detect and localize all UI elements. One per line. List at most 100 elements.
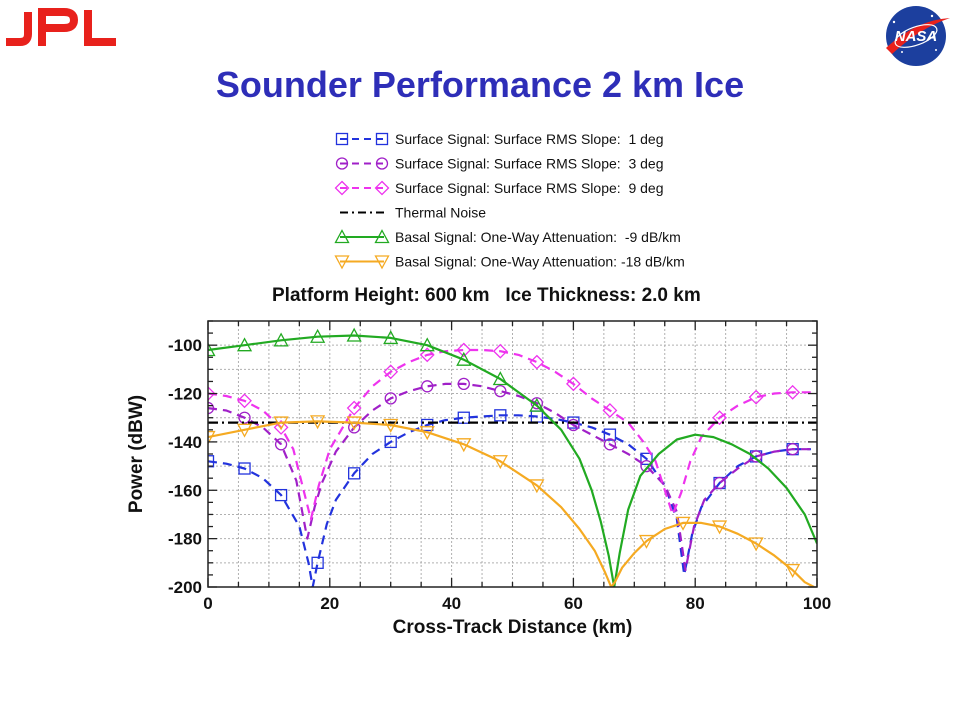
marker-square [348, 467, 361, 480]
marker-circle [421, 380, 434, 393]
marker-triangle-down [785, 563, 801, 578]
marker-triangle-down [334, 255, 350, 270]
marker-triangle-down [273, 416, 289, 431]
marker-diamond [237, 393, 252, 409]
legend-item-5: Basal Signal: One-Way Attenuation: -9 dB… [334, 229, 681, 245]
series-line [208, 348, 811, 521]
series-line [208, 334, 817, 587]
marker-triangle-up [334, 229, 350, 244]
legend-item-6: Basal Signal: One-Way Attenuation: -18 d… [334, 254, 685, 270]
marker-square [384, 435, 397, 449]
marker-circle [494, 384, 507, 398]
y-tick-label: -200 [168, 578, 202, 597]
marker-circle [375, 157, 389, 170]
marker-circle [713, 476, 726, 490]
ticks: 0 20 40 60 80 100 -100 -120 -140 -160 -180 -200 [168, 320, 831, 613]
marker-circle [238, 411, 251, 424]
legend-item-4: Thermal Noise [340, 205, 486, 221]
marker-diamond [565, 376, 581, 392]
x-axis-title: Cross-Track Distance (km) [393, 617, 633, 638]
marker-triangle-down [208, 430, 216, 445]
legend-label: Surface Signal: Surface RMS Slope: 3 deg [395, 156, 663, 172]
legend-label: Surface Signal: Surface RMS Slope: 9 deg [395, 180, 663, 196]
marker-diamond [529, 354, 545, 370]
marker-triangle-down [638, 534, 655, 549]
marker-triangle-up [456, 351, 472, 366]
series-2 [208, 377, 811, 572]
x-tick-label: 60 [564, 594, 583, 613]
x-tick-label: 40 [442, 594, 461, 613]
y-axis-title: Power (dBW) [126, 395, 147, 513]
legend-label: Surface Signal: Surface RMS Slope: 1 deg [395, 131, 663, 147]
marker-triangle-down [492, 455, 508, 470]
marker-diamond [208, 386, 216, 401]
marker-diamond [383, 364, 399, 380]
marker-circle [208, 401, 215, 415]
marker-triangle-up [383, 330, 399, 345]
marker-triangle-down [748, 537, 764, 552]
series-line [208, 414, 811, 587]
marker-diamond [273, 419, 289, 435]
marker-circle [603, 438, 617, 451]
marker-square [603, 428, 617, 441]
marker-circle [530, 397, 544, 410]
marker-circle [335, 157, 349, 170]
marker-triangle-up [273, 332, 289, 347]
legend-label: Basal Signal: One-Way Attenuation: -18 d… [395, 254, 685, 270]
marker-circle [384, 392, 397, 405]
marker-square [238, 462, 251, 475]
legend: Surface Signal: Surface RMS Slope: 1 deg… [334, 131, 685, 270]
marker-diamond [748, 389, 764, 405]
y-tick-label: -100 [168, 336, 202, 355]
grid [207, 320, 818, 588]
svg-text:NASA: NASA [895, 28, 938, 45]
chart-subtitle: Platform Height: 600 km Ice Thickness: 2… [272, 285, 701, 306]
series-line [208, 382, 811, 572]
nasa-logo: NASA [886, 6, 950, 66]
series-line [208, 420, 815, 587]
marker-diamond [374, 180, 390, 196]
legend-item-3: Surface Signal: Surface RMS Slope: 9 deg [334, 180, 663, 196]
marker-square [375, 132, 389, 146]
series-3 [208, 342, 811, 521]
marker-circle [274, 438, 288, 451]
marker-triangle-up [529, 397, 545, 412]
marker-triangle-down [383, 418, 399, 433]
marker-diamond [334, 180, 350, 196]
marker-diamond [346, 400, 362, 416]
y-tick-label: -160 [168, 481, 202, 500]
marker-circle [749, 450, 763, 463]
y-tick-label: -140 [168, 433, 202, 452]
marker-triangle-down [529, 479, 545, 494]
marker-triangle-down [456, 438, 472, 453]
marker-square [208, 455, 215, 468]
jpl-logo [6, 8, 116, 46]
marker-triangle-up [346, 327, 362, 342]
legend-label: Thermal Noise [395, 205, 486, 221]
marker-triangle-down [419, 426, 435, 441]
marker-square [274, 488, 288, 502]
y-tick-label: -180 [168, 530, 202, 549]
marker-triangle-down [236, 423, 253, 438]
series-6 [208, 415, 815, 587]
legend-item-2: Surface Signal: Surface RMS Slope: 3 deg [335, 156, 663, 172]
x-tick-label: 20 [320, 594, 339, 613]
marker-circle [457, 377, 470, 391]
marker-diamond [602, 403, 618, 418]
marker-triangle-down [374, 255, 390, 270]
marker-diamond [456, 342, 472, 358]
marker-diamond [785, 384, 801, 400]
marker-triangle-down [675, 516, 691, 531]
marker-triangle-down [310, 415, 326, 430]
marker-triangle-up [310, 328, 326, 343]
marker-triangle-up [236, 337, 253, 352]
marker-square [640, 452, 653, 465]
legend-item-1: Surface Signal: Surface RMS Slope: 1 deg [335, 131, 663, 147]
marker-circle [640, 459, 653, 473]
marker-triangle-down [711, 520, 728, 535]
marker-triangle-down [346, 416, 362, 431]
marker-square [421, 418, 434, 432]
marker-diamond [712, 410, 727, 426]
marker-triangle-up [419, 337, 435, 352]
